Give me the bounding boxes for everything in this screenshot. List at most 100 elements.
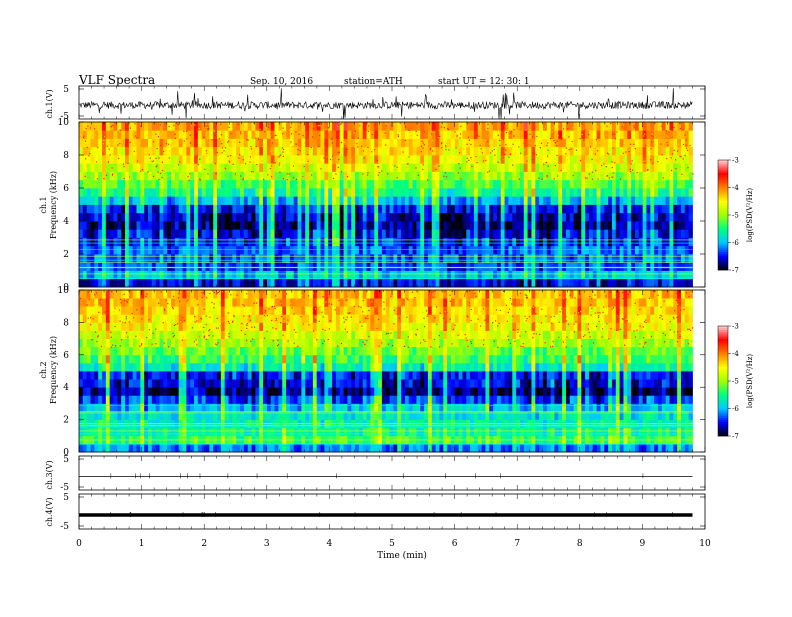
ch1-spectrogram-cell (443, 229, 447, 238)
ch1-spectrogram-cell (432, 163, 436, 172)
ch2-spectrogram-cell (248, 428, 252, 437)
ch1-spectrogram-cell (179, 180, 183, 189)
ch1-spectrogram-cell (133, 163, 137, 172)
ch1-spectrogram-cell (612, 147, 616, 156)
ch1-spectrogram-cell (485, 254, 489, 263)
ch1-spectrogram-cell (558, 271, 562, 280)
ch1-spectrogram-cell (186, 163, 190, 172)
ch1-spectrogram-cell (650, 246, 654, 255)
ch2-spectrogram-cell (443, 444, 447, 453)
ch1-spectrogram-cell (248, 221, 252, 230)
ch1-spectrogram-speckle (282, 152, 283, 153)
ch1-spectrogram-speckle (344, 145, 345, 146)
ch1-spectrogram-cell (593, 271, 597, 280)
ch1-spectrogram-speckle (648, 150, 649, 151)
ch1-spectrogram-cell (623, 246, 627, 255)
ch1-spectrogram-speckle (86, 179, 87, 180)
ch1-spectrogram-cell (179, 130, 183, 139)
ch2-spectrogram-cell (627, 428, 631, 437)
ch1-spectrogram-speckle (419, 161, 420, 162)
ch1-spectrogram-cell (474, 254, 478, 263)
ch1-spectrogram-cell (639, 180, 643, 189)
ch1-spectrogram-cell (301, 279, 305, 288)
ch1-spectrogram-cell (597, 246, 601, 255)
ch1-spectrogram-cell (355, 122, 359, 131)
ch1-spectrogram-cell (459, 254, 463, 263)
ch2-spectrogram-cells (79, 290, 693, 452)
ch1-spectrogram-cell (627, 279, 631, 288)
ch1-spectrogram-cell (570, 147, 574, 156)
ch1-spectrogram-cell (298, 271, 302, 280)
ch1-spectrogram-cell (635, 279, 639, 288)
ch1-spectrogram-cell (459, 188, 463, 197)
ch1-spectrogram-cell (282, 213, 286, 222)
ch1-spectrogram-cell (443, 254, 447, 263)
ch1-spectrogram-cell (658, 238, 662, 247)
ch1-spectrogram-speckle (240, 131, 241, 132)
ch1-spectrogram-cell (240, 213, 244, 222)
ch1-spectrogram-cell (397, 238, 401, 247)
ch1-spectrogram-cell (432, 122, 436, 131)
ch1-spectrogram-speckle (510, 153, 511, 154)
ch1-spectrogram-speckle (118, 158, 119, 159)
ch2-spectrogram-cell (232, 444, 236, 453)
ch1-spectrogram-speckle (541, 143, 542, 144)
ch1-spectrogram-speckle (586, 179, 587, 180)
ch1-spectrogram-cell (558, 205, 562, 214)
ch1-spectrogram-cell (673, 279, 677, 288)
ch1-spectrogram-speckle (597, 150, 598, 151)
ch1-spectrogram-cell (229, 196, 233, 205)
ch1-spectrogram-speckle (287, 179, 288, 180)
ch1-spectrogram-speckle (578, 139, 579, 140)
ch1-spectrogram-cell (217, 188, 221, 197)
ch1-spectrogram-cell (416, 262, 420, 271)
ch1-spectrogram-speckle (592, 159, 593, 160)
ch2-spectrogram-cell (627, 444, 631, 453)
ch1-spectrogram-speckle (87, 147, 88, 148)
ch1-spectrogram-cell (616, 172, 620, 181)
ch1-spectrogram-cell (485, 238, 489, 247)
ch1-spectrogram-cell (551, 180, 555, 189)
ch1-spectrogram-cell (202, 205, 206, 214)
ch2-spectrogram-cell (386, 444, 390, 453)
ch1-spectrogram-speckle (268, 123, 269, 124)
ch1-spectrogram-cell (439, 213, 443, 222)
ch1-spectrogram-cell (397, 196, 401, 205)
ch1-spectrogram-cell (351, 213, 355, 222)
ch1-spectrogram-cell (677, 172, 681, 181)
ch1-spectrogram-cell (183, 188, 187, 197)
ch1-spectrogram-cell (566, 122, 570, 131)
ch1-spectrogram-speckle (511, 131, 512, 132)
ch1-spectrogram-cell (225, 205, 229, 214)
ch1-spectrogram-cell (689, 139, 693, 148)
ch1-spectrogram-speckle (469, 143, 470, 144)
ch1-spectrogram-cell (643, 221, 647, 230)
ch2-spectrogram-cell (194, 428, 198, 437)
ch1-spectrogram-cell (416, 147, 420, 156)
ch1-spectrogram-cell (259, 213, 263, 222)
ch1-spectrogram-cell (317, 147, 321, 156)
ch1-spectrogram-cell (347, 238, 351, 247)
ch2-spectrogram-cell (643, 444, 647, 453)
ch1-spectrogram-cell (470, 246, 474, 255)
ch1-spectrogram-cell (259, 254, 263, 263)
ch1-spectrogram-cell (585, 246, 589, 255)
ch1-spectrogram-cell (263, 163, 267, 172)
ch1-spectrogram-cell (221, 139, 225, 148)
ch1-spectrogram-cell (121, 279, 125, 288)
ch1-spectrogram-cell (493, 155, 497, 164)
ch2-spectrogram-cell (240, 428, 244, 437)
ch1-spectrogram-speckle (363, 150, 364, 151)
ch1-spectrogram-cell (213, 229, 217, 238)
ch1-spectrogram-cell (497, 130, 501, 139)
ch1-spectrogram-cell (585, 180, 589, 189)
ch1-spectrogram-cell (160, 180, 164, 189)
ch1-spectrogram-cell (351, 262, 355, 271)
ch1-spectrogram-cell (378, 139, 382, 148)
ch1-spectrogram-cell (160, 221, 164, 230)
ch1-spectrogram-cell (198, 139, 202, 148)
ch1-spectrogram-cell (516, 205, 520, 214)
ch1-spectrogram-cell (213, 139, 217, 148)
ch1-spectrogram-cell (535, 130, 539, 139)
ch1-spectrogram-speckle (207, 129, 208, 130)
